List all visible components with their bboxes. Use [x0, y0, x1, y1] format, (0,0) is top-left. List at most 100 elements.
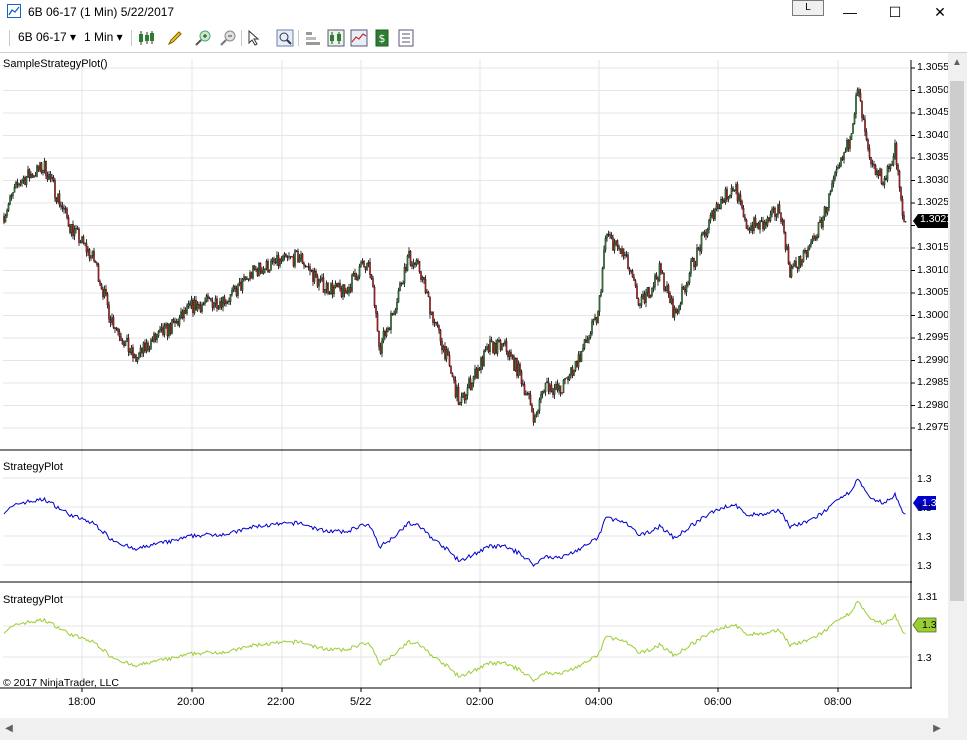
candle-body: [321, 277, 323, 280]
candle-body: [13, 187, 16, 193]
scroll-left-icon[interactable]: ◀: [5, 723, 13, 734]
candle-body: [264, 268, 266, 270]
plot1-last-value-badge: 1.3: [922, 497, 937, 509]
chart-trader-icon[interactable]: [350, 29, 368, 47]
candle-body: [403, 267, 406, 284]
interval-selector[interactable]: 1 Min ▾: [84, 30, 123, 44]
candle-body: [37, 165, 40, 171]
candle-body: [781, 219, 784, 222]
close-button[interactable]: ✕: [934, 4, 946, 20]
candle-body: [351, 274, 353, 292]
candle-body: [772, 207, 775, 210]
candle-body: [765, 222, 767, 226]
candle-body: [34, 175, 37, 177]
candle-body: [778, 204, 781, 213]
plot2-tick: 1.31: [917, 591, 938, 603]
candle-body: [226, 300, 229, 303]
instrument-selector[interactable]: 6B 06-17 ▾: [18, 30, 77, 44]
candle-body: [490, 339, 493, 342]
candle-body: [69, 226, 71, 233]
time-axis-label: 02:00: [466, 696, 494, 708]
zoom-out-icon[interactable]: [219, 29, 237, 47]
candle-body: [235, 288, 238, 296]
magnify-icon[interactable]: [276, 29, 294, 47]
maximize-button[interactable]: ☐: [888, 4, 902, 20]
candle-body: [511, 354, 514, 357]
candle-body: [300, 253, 302, 259]
chart-canvas[interactable]: [0, 53, 967, 718]
candle-body: [621, 248, 623, 254]
candle-body: [628, 268, 631, 272]
candle-body: [516, 358, 518, 377]
vertical-scrollbar[interactable]: ▲: [948, 53, 967, 740]
horizontal-scrollbar[interactable]: ◀ ▶: [0, 718, 948, 740]
candle-body: [739, 194, 742, 202]
candle-body: [904, 221, 907, 223]
candle-body: [147, 342, 149, 350]
candle-body: [841, 157, 844, 160]
candle-body: [240, 281, 242, 291]
candle-body: [364, 266, 367, 270]
vertical-scroll-thumb[interactable]: [950, 81, 964, 601]
candle-body: [525, 393, 527, 395]
candle-body: [847, 139, 850, 149]
candle-body: [583, 339, 586, 349]
candle-body: [895, 143, 898, 166]
candle-body: [714, 209, 716, 220]
candle-body: [601, 268, 604, 293]
candle-body: [211, 301, 214, 308]
indicators-icon[interactable]: [327, 29, 345, 47]
candle-body: [213, 303, 215, 308]
candle-body: [556, 383, 559, 391]
candle-body: [585, 339, 587, 343]
candle-body: [144, 342, 146, 352]
candle-body: [429, 296, 431, 315]
properties-icon[interactable]: [397, 29, 415, 47]
time-axis-label: 5/22: [350, 696, 372, 708]
scroll-up-icon[interactable]: ▲: [952, 57, 962, 68]
candle-body: [222, 296, 224, 308]
candle-body: [793, 260, 796, 267]
candle-body: [835, 168, 838, 174]
minimize-button[interactable]: —: [843, 4, 857, 20]
candle-body: [250, 272, 253, 279]
money-icon[interactable]: $: [373, 29, 391, 47]
candle-body: [447, 349, 449, 356]
candle-body: [280, 258, 283, 262]
candle-body: [850, 133, 853, 141]
candle-body: [204, 301, 206, 304]
candle-body: [54, 180, 56, 199]
candle-body: [826, 207, 829, 214]
candle-body: [132, 347, 134, 359]
candle-body: [319, 278, 322, 281]
strategy-icon[interactable]: [304, 29, 322, 47]
candle-body: [387, 327, 389, 332]
candle-body: [141, 347, 143, 354]
candle-body: [102, 288, 104, 298]
candle-body: [682, 286, 685, 290]
price-axis-tick-label: 1.2990: [917, 353, 950, 366]
link-button[interactable]: L: [792, 0, 824, 16]
candle-body: [234, 286, 236, 289]
candle-body: [295, 250, 298, 252]
candle-body: [742, 207, 745, 218]
candle-body: [7, 204, 10, 211]
candle-body: [705, 233, 707, 237]
candle-body: [288, 256, 290, 258]
candlestick-icon[interactable]: [137, 29, 155, 47]
candle-body: [901, 198, 904, 216]
price-axis-tick-label: 1.2995: [917, 331, 950, 343]
candle-body: [219, 301, 221, 308]
candle-body: [706, 229, 709, 237]
pencil-icon[interactable]: [166, 29, 184, 47]
candle-body: [877, 170, 880, 176]
scroll-right-icon[interactable]: ▶: [933, 723, 941, 734]
candle-body: [882, 183, 884, 185]
candle-body: [6, 210, 8, 216]
pointer-icon[interactable]: [246, 29, 264, 47]
candle-body: [76, 227, 79, 230]
candle-body: [514, 358, 517, 371]
zoom-in-icon[interactable]: [194, 29, 212, 47]
candle-body: [156, 335, 158, 340]
time-axis-label: 06:00: [704, 696, 732, 708]
